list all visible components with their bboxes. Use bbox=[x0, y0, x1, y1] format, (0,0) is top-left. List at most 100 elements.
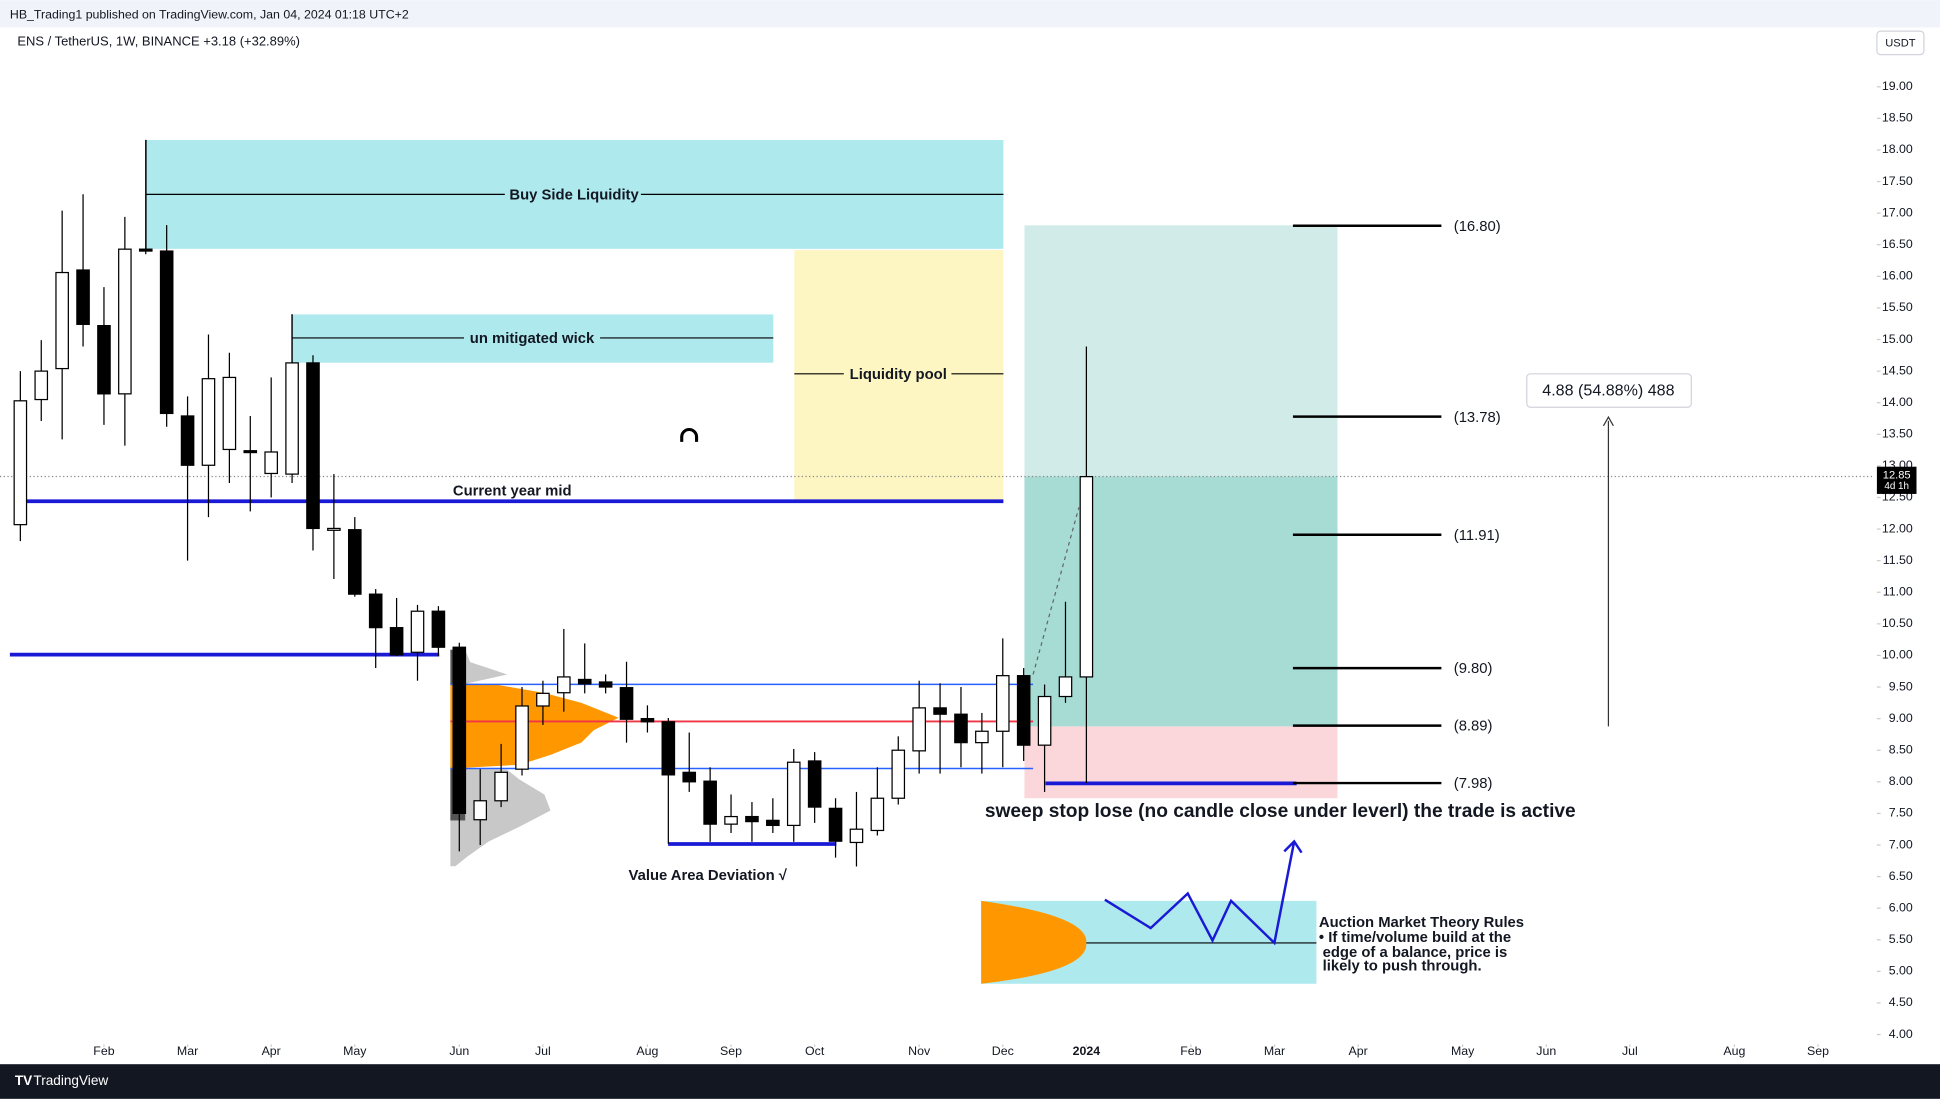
candle-body bbox=[828, 807, 843, 842]
y-tick-label: 14.50 bbox=[1882, 363, 1913, 377]
annotation: sweep stop lose (no candle close under l… bbox=[985, 801, 1576, 822]
candle-body bbox=[34, 370, 49, 401]
x-tick-label: Apr bbox=[1349, 1044, 1368, 1058]
target-label: (8.89) bbox=[1454, 719, 1493, 735]
candle-body bbox=[222, 376, 237, 451]
candle-body bbox=[598, 681, 613, 688]
x-tick-label: Sep bbox=[1807, 1044, 1829, 1058]
candle-body bbox=[1058, 676, 1073, 698]
series-layer: 4.00 4.50 5.00 5.50 6.00 6.50 7.00 7.50 8.00 8.50… bbox=[13, 79, 1917, 1058]
y-tick-label: 7.00 bbox=[1889, 837, 1913, 851]
candle-body bbox=[264, 451, 278, 475]
candle-body bbox=[285, 362, 299, 475]
y-tick-label: 17.00 bbox=[1882, 205, 1913, 219]
profile-value-area bbox=[450, 683, 619, 769]
candle-body bbox=[347, 529, 362, 595]
candle-body bbox=[891, 749, 906, 799]
candle-body bbox=[536, 692, 550, 707]
candle-body bbox=[306, 362, 320, 530]
target-label: (9.80) bbox=[1454, 661, 1493, 677]
target-label: (11.91) bbox=[1454, 528, 1500, 544]
candle-body bbox=[912, 707, 926, 752]
x-tick-label: Jun bbox=[1536, 1044, 1556, 1058]
candle-body bbox=[682, 771, 697, 783]
countdown: 4d 1h bbox=[1884, 481, 1909, 492]
target-label: (13.78) bbox=[1454, 410, 1501, 426]
y-tick-label: 19.00 bbox=[1882, 79, 1913, 93]
y-tick-label: 4.50 bbox=[1889, 995, 1913, 1009]
candle-body bbox=[55, 271, 69, 370]
candle-body bbox=[76, 269, 90, 325]
currency: USDT bbox=[1885, 37, 1915, 49]
y-tick-label: 10.00 bbox=[1882, 648, 1913, 662]
x-tick-label: Mar bbox=[177, 1044, 198, 1058]
candle-body bbox=[933, 707, 947, 715]
annotation: un mitigated wick bbox=[470, 331, 595, 347]
x-tick-label: Sep bbox=[720, 1044, 742, 1058]
y-tick-label: 16.50 bbox=[1882, 237, 1913, 251]
x-tick-label: Mar bbox=[1264, 1044, 1285, 1058]
y-tick-label: 16.00 bbox=[1882, 269, 1913, 283]
candle-body bbox=[703, 780, 717, 825]
x-tick-label: May bbox=[1451, 1044, 1475, 1058]
candle-body bbox=[13, 400, 28, 526]
candle-body bbox=[975, 730, 989, 744]
measure-label: 4.88 (54.88%) 488 bbox=[1542, 381, 1674, 399]
candle-body bbox=[201, 378, 216, 466]
projection bbox=[1032, 507, 1080, 675]
annotation: Buy Side Liquidity bbox=[509, 188, 639, 204]
candle-body bbox=[995, 675, 1010, 732]
x-tick-label: 2024 bbox=[1073, 1044, 1101, 1058]
candle-body bbox=[515, 705, 529, 770]
candle-body bbox=[410, 610, 425, 653]
candle-body bbox=[849, 828, 864, 844]
candle-body bbox=[1037, 695, 1052, 746]
annotation: likely to push through. bbox=[1323, 958, 1482, 974]
x-tick-label: Jul bbox=[1622, 1044, 1638, 1058]
profile-gray bbox=[450, 768, 551, 867]
annotation: Liquidity pool bbox=[850, 367, 947, 383]
amt-profile bbox=[981, 900, 1087, 984]
y-tick-label: 9.00 bbox=[1889, 711, 1913, 725]
y-tick-label: 8.50 bbox=[1889, 742, 1913, 756]
candle-body bbox=[557, 676, 571, 694]
y-tick-label: 12.00 bbox=[1882, 521, 1913, 535]
target-zone bbox=[1024, 225, 1338, 477]
candle-body bbox=[766, 819, 780, 827]
y-tick-label: 6.50 bbox=[1889, 869, 1913, 883]
publisher: HB_Trading1 published on TradingView.com… bbox=[10, 7, 409, 21]
x-tick-label: Aug bbox=[636, 1044, 658, 1058]
y-tick-label: 18.50 bbox=[1882, 111, 1913, 125]
candle-body bbox=[159, 250, 174, 415]
candle-body bbox=[577, 678, 592, 685]
y-tick-label: 14.00 bbox=[1882, 395, 1913, 409]
currency-box[interactable] bbox=[1876, 30, 1925, 56]
candle-body bbox=[389, 627, 404, 656]
measure-arrowhead bbox=[1602, 415, 1614, 427]
y-tick-label: 15.00 bbox=[1882, 332, 1913, 346]
footer bbox=[0, 1064, 1940, 1099]
y-tick-label: 11.00 bbox=[1883, 585, 1913, 599]
price-tag-label: 12.85 bbox=[1883, 469, 1911, 481]
y-tick-label: 9.50 bbox=[1889, 679, 1913, 693]
annotation: Auction Market Theory Rules bbox=[1319, 915, 1524, 931]
logo-mark: TV bbox=[15, 1073, 32, 1088]
y-tick-label: 8.00 bbox=[1889, 774, 1913, 788]
annotation: edge of a balance, price is bbox=[1323, 945, 1508, 961]
candle-body bbox=[745, 815, 759, 823]
profit-zone bbox=[1024, 476, 1338, 727]
candle-body bbox=[954, 713, 968, 744]
y-tick-label: 17.50 bbox=[1882, 174, 1913, 188]
annotation: • If time/volume build at the bbox=[1319, 930, 1511, 946]
candle-body bbox=[494, 771, 508, 802]
brand: TradingView bbox=[33, 1073, 108, 1088]
candle-body bbox=[661, 721, 676, 776]
candle-body bbox=[619, 687, 634, 720]
amt-path bbox=[1104, 839, 1303, 946]
candle-body bbox=[807, 760, 822, 808]
y-tick-label: 11.50 bbox=[1883, 553, 1913, 567]
price-tag bbox=[1876, 466, 1917, 494]
candle-body bbox=[138, 248, 153, 252]
